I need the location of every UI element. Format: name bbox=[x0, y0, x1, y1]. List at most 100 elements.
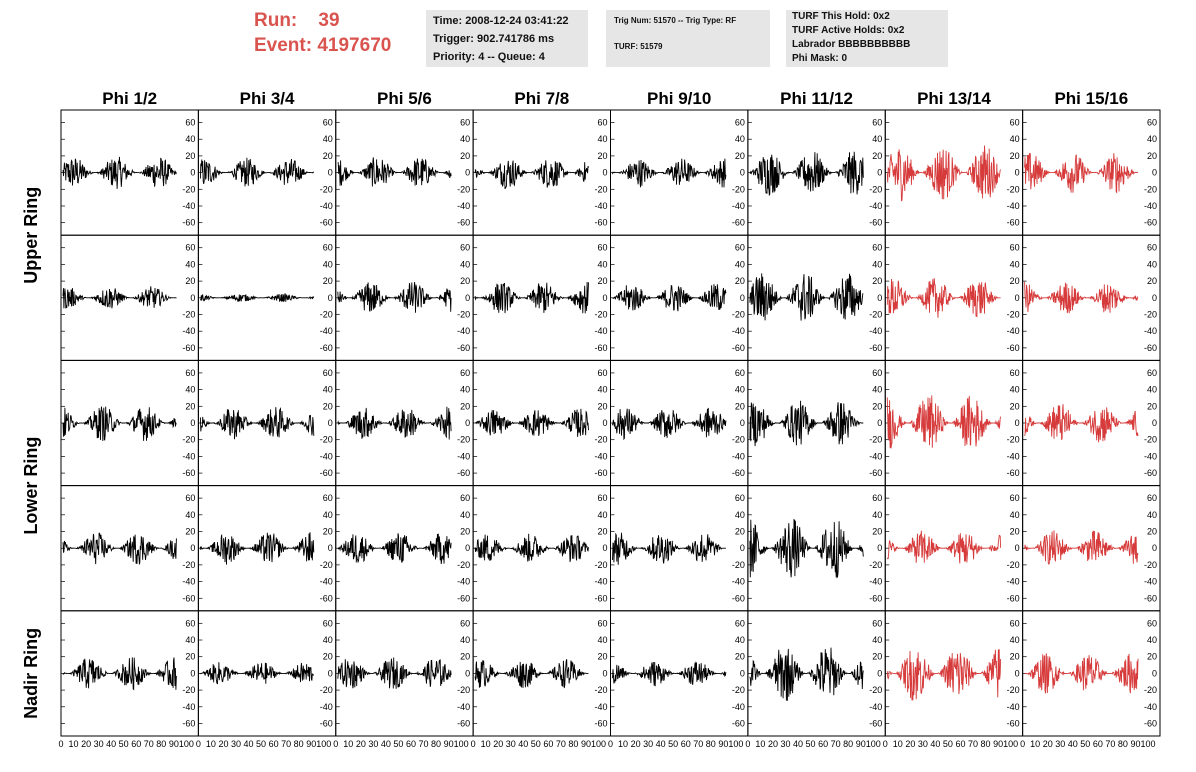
y-tick-label: -60 bbox=[1144, 593, 1157, 603]
y-tick-label: 40 bbox=[597, 385, 607, 395]
y-tick-label: -60 bbox=[1144, 343, 1157, 353]
y-tick-label: 0 bbox=[190, 293, 195, 303]
y-tick-label: -60 bbox=[457, 343, 470, 353]
y-tick-label: -40 bbox=[320, 326, 333, 336]
x-tick-label: 60 bbox=[269, 739, 279, 749]
y-tick-label: 0 bbox=[1015, 168, 1020, 178]
y-tick-label: 0 bbox=[465, 668, 470, 678]
waveform-series bbox=[612, 407, 727, 441]
y-tick-label: 0 bbox=[1152, 668, 1157, 678]
y-tick-label: -40 bbox=[732, 451, 745, 461]
y-tick-label: 20 bbox=[597, 276, 607, 286]
y-tick-label: 40 bbox=[1010, 510, 1020, 520]
x-tick-label: 10 bbox=[69, 739, 79, 749]
x-tick-label: 80 bbox=[706, 739, 716, 749]
x-tick-label: 90 bbox=[169, 739, 179, 749]
y-tick-label: -60 bbox=[732, 718, 745, 728]
x-tick-label: 70 bbox=[693, 739, 703, 749]
y-tick-label: -40 bbox=[732, 201, 745, 211]
y-tick-label: 60 bbox=[872, 118, 882, 128]
y-tick-label: 40 bbox=[597, 510, 607, 520]
x-tick-label: 10 bbox=[618, 739, 628, 749]
y-tick-label: 60 bbox=[323, 618, 333, 628]
y-tick-label: -60 bbox=[869, 593, 882, 603]
y-tick-label: 20 bbox=[735, 276, 745, 286]
y-tick-label: -40 bbox=[1144, 326, 1157, 336]
y-tick-label: 20 bbox=[735, 527, 745, 537]
y-tick-label: -20 bbox=[1007, 685, 1020, 695]
row-label: Nadir Ring bbox=[21, 628, 41, 719]
y-tick-label: 20 bbox=[872, 527, 882, 537]
y-tick-label: 20 bbox=[460, 276, 470, 286]
x-tick-label: 20 bbox=[356, 739, 366, 749]
y-tick-label: 40 bbox=[735, 259, 745, 269]
y-tick-label: 20 bbox=[735, 151, 745, 161]
waveform-series bbox=[62, 286, 177, 309]
y-tick-label: -40 bbox=[1007, 702, 1020, 712]
column-header: Phi 7/8 bbox=[514, 89, 569, 108]
panel-frame bbox=[610, 234, 749, 361]
column-header: Phi 11/12 bbox=[780, 89, 853, 108]
y-tick-label: 40 bbox=[323, 259, 333, 269]
y-tick-label: -60 bbox=[869, 718, 882, 728]
y-tick-label: 40 bbox=[597, 259, 607, 269]
y-tick-label: -20 bbox=[182, 184, 195, 194]
run-row: Run: 39 bbox=[254, 8, 391, 33]
x-tick-label: 50 bbox=[1080, 739, 1090, 749]
y-tick-label: 40 bbox=[460, 134, 470, 144]
y-tick-label: -60 bbox=[732, 218, 745, 228]
y-tick-label: 20 bbox=[735, 401, 745, 411]
y-tick-label: 60 bbox=[735, 493, 745, 503]
x-tick-label: 20 bbox=[1043, 739, 1053, 749]
y-tick-label: -20 bbox=[594, 184, 607, 194]
y-tick-label: 0 bbox=[1015, 543, 1020, 553]
y-tick-label: 40 bbox=[185, 635, 195, 645]
y-tick-label: -40 bbox=[1144, 201, 1157, 211]
x-tick-label: 30 bbox=[94, 739, 104, 749]
x-tick-label: 0 bbox=[196, 739, 201, 749]
y-tick-label: -60 bbox=[320, 468, 333, 478]
x-tick-label: 70 bbox=[968, 739, 978, 749]
y-tick-label: -60 bbox=[1144, 468, 1157, 478]
y-tick-label: 40 bbox=[1010, 259, 1020, 269]
y-tick-label: -60 bbox=[1007, 593, 1020, 603]
y-tick-label: 60 bbox=[872, 618, 882, 628]
x-tick-label: 10 bbox=[343, 739, 353, 749]
waveform-series bbox=[474, 160, 589, 190]
time-trigger-info: Time: 2008-12-24 03:41:22 Trigger: 902.7… bbox=[426, 10, 588, 67]
y-tick-label: 60 bbox=[323, 493, 333, 503]
y-tick-label: 0 bbox=[602, 668, 607, 678]
turf-text: TURF: 51579 bbox=[614, 42, 663, 51]
y-tick-label: 60 bbox=[1010, 368, 1020, 378]
x-tick-label: 90 bbox=[718, 739, 728, 749]
x-tick-label: 0 bbox=[745, 739, 750, 749]
y-tick-label: 20 bbox=[1147, 527, 1157, 537]
x-tick-label: 90 bbox=[444, 739, 454, 749]
y-tick-label: -40 bbox=[320, 702, 333, 712]
y-tick-label: 60 bbox=[597, 493, 607, 503]
y-tick-label: -20 bbox=[594, 309, 607, 319]
y-tick-label: 0 bbox=[465, 418, 470, 428]
x-tick-label: 20 bbox=[81, 739, 91, 749]
y-tick-label: -40 bbox=[732, 326, 745, 336]
y-tick-label: 60 bbox=[460, 368, 470, 378]
y-tick-label: 0 bbox=[877, 293, 882, 303]
y-tick-label: 40 bbox=[1147, 259, 1157, 269]
x-tick-label: 60 bbox=[1093, 739, 1103, 749]
waveform-series bbox=[886, 395, 1002, 449]
y-tick-label: -40 bbox=[457, 201, 470, 211]
y-tick-label: -60 bbox=[182, 718, 195, 728]
y-tick-label: -60 bbox=[732, 468, 745, 478]
y-tick-label: -40 bbox=[869, 326, 882, 336]
x-tick-label: 50 bbox=[943, 739, 953, 749]
y-tick-label: -60 bbox=[320, 218, 333, 228]
waveform-series bbox=[612, 661, 727, 687]
y-tick-label: 0 bbox=[740, 293, 745, 303]
y-tick-label: -20 bbox=[1144, 184, 1157, 194]
x-tick-label: 60 bbox=[543, 739, 553, 749]
x-tick-label: 10 bbox=[206, 739, 216, 749]
y-tick-label: 20 bbox=[323, 401, 333, 411]
y-tick-label: 40 bbox=[735, 635, 745, 645]
